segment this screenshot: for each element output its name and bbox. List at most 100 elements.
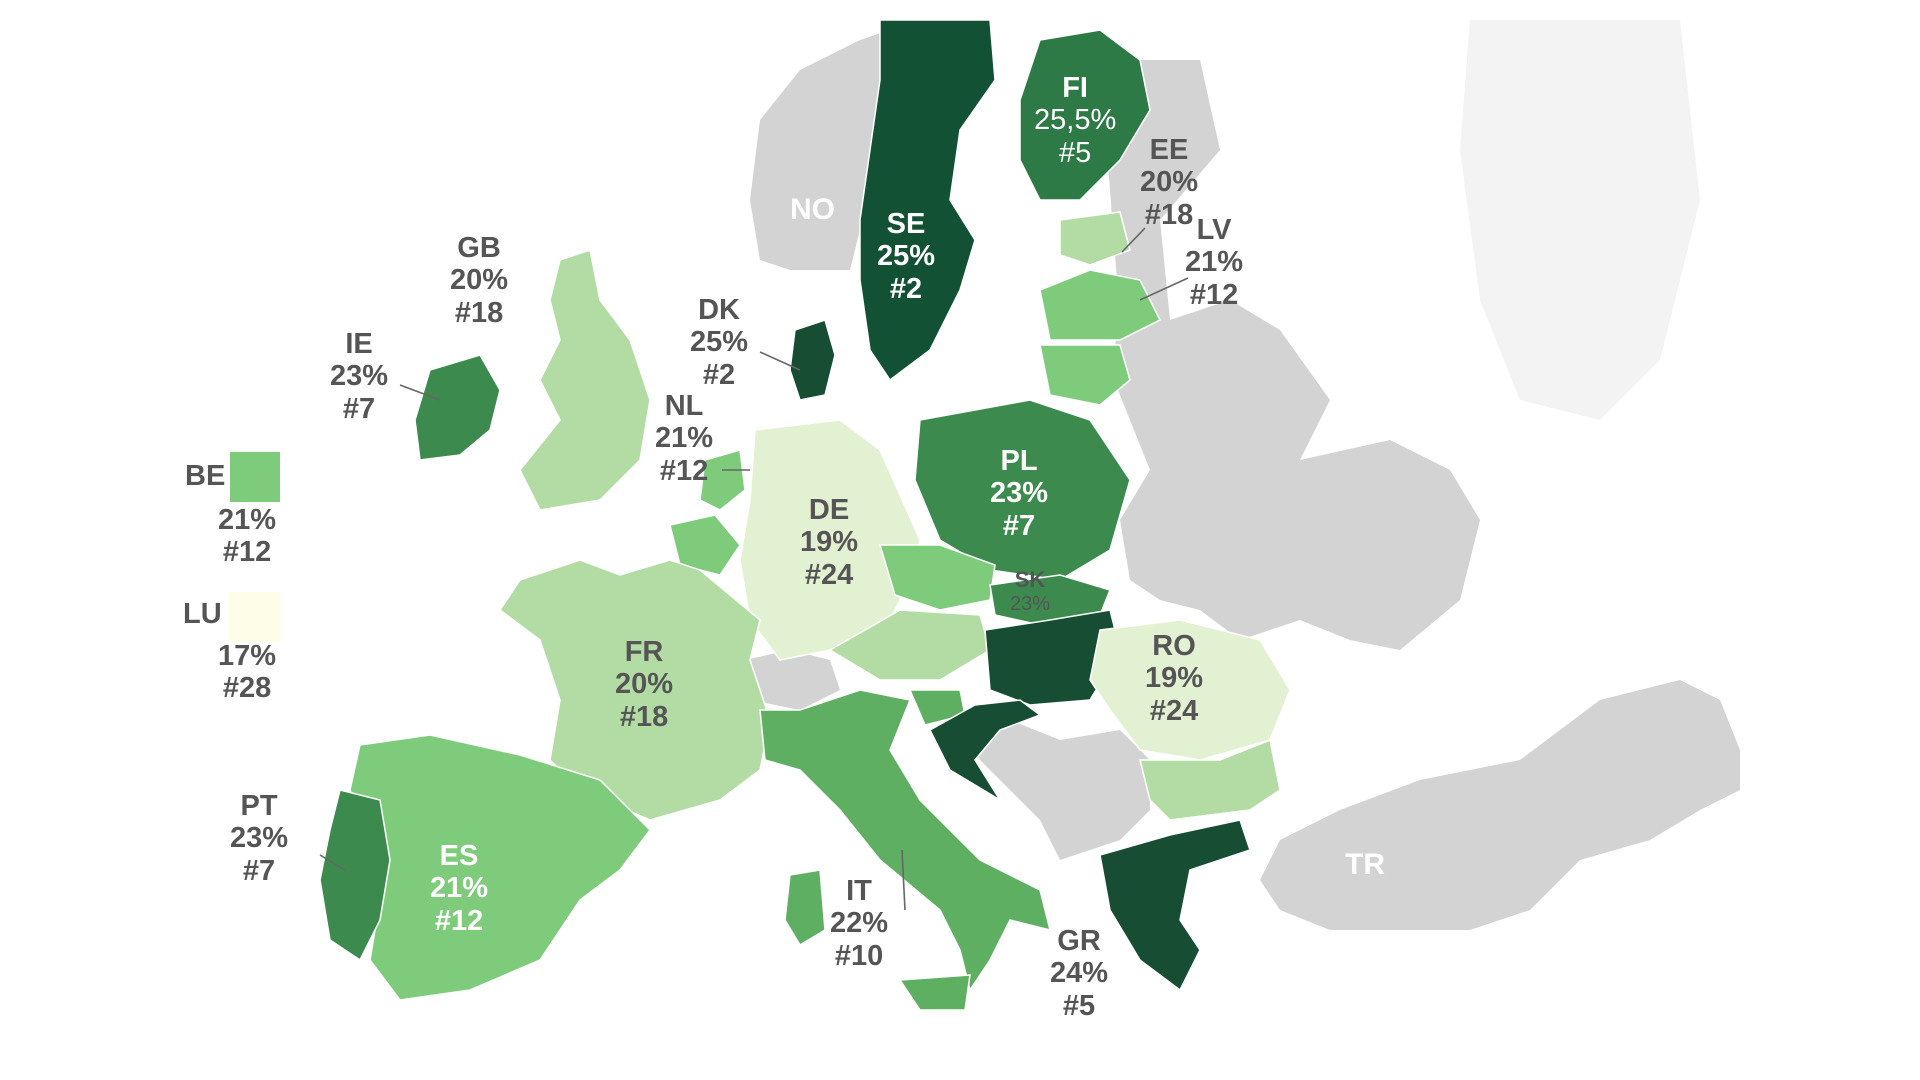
country-ee [1059, 211, 1131, 266]
label-ee-code: EE [1149, 134, 1189, 166]
label-pl: PL 23% #7 [990, 445, 1048, 542]
label-gb-rank: #18 [454, 296, 504, 329]
label-es-pct: 21% [430, 872, 489, 905]
label-pt-pct: 23% [230, 822, 289, 855]
legend-swatch-lu [230, 592, 280, 642]
legend-pct-lu: 17% [218, 640, 277, 672]
label-ro: RO 19% #24 [1145, 630, 1203, 727]
label-es-rank: #12 [434, 904, 484, 937]
label-de-rank: #24 [804, 558, 854, 591]
label-sk-code: SK [1014, 567, 1046, 592]
label-dk-pct: 25% [690, 326, 749, 359]
label-ro-rank: #24 [1149, 694, 1199, 727]
label-ie-code: IE [345, 328, 373, 360]
region-east-grey [1460, 20, 1700, 420]
label-fr-rank: #18 [619, 700, 669, 733]
label-lv-rank: #12 [1189, 278, 1239, 311]
country-it [759, 689, 1052, 992]
label-pt-code: PT [240, 790, 278, 822]
label-fr-pct: 20% [615, 668, 674, 701]
label-ee-rank: #18 [1144, 198, 1194, 231]
label-it-code: IT [846, 875, 872, 907]
country-ch [745, 650, 840, 710]
leader-line-lv [1139, 277, 1189, 301]
label-no: NO [790, 193, 835, 226]
label-se-rank: #2 [889, 272, 923, 305]
label-de-code: DE [808, 494, 850, 526]
country-se [859, 19, 996, 382]
country-ru-by-ua [1100, 60, 1480, 650]
label-lv: LV 21% #12 [1185, 214, 1243, 311]
non-eu-regions [745, 20, 1740, 930]
leader-line-pt [319, 854, 346, 871]
label-ro-pct: 19% [1145, 662, 1204, 695]
label-nl: NL 21% #12 [655, 390, 713, 487]
label-pl-rank: #7 [1002, 509, 1036, 542]
label-dk-code: DK [698, 294, 740, 326]
label-nl-code: NL [664, 390, 704, 422]
legend-rank-lu: #28 [222, 672, 272, 705]
label-fi: FI 25,5% #5 [1034, 72, 1116, 169]
country-gr [1099, 819, 1251, 992]
label-fi-code: FI [1062, 72, 1088, 104]
label-tr: TR [1345, 848, 1385, 881]
label-pl-code: PL [1000, 445, 1038, 477]
label-gr-rank: #5 [1062, 989, 1096, 1022]
label-de: DE 19% #24 [800, 494, 858, 591]
label-nl-rank: #12 [659, 454, 709, 487]
legend-rank-be: #12 [222, 536, 272, 569]
country-ie [414, 354, 501, 461]
label-lv-pct: 21% [1185, 246, 1244, 279]
country-ro [1089, 619, 1291, 761]
label-nl-pct: 21% [655, 422, 714, 455]
country-tr [1260, 680, 1740, 930]
country-gb [519, 249, 651, 511]
island-sardinia [784, 869, 826, 947]
legend-swatch-be [230, 452, 280, 502]
label-se-pct: 25% [877, 240, 936, 273]
country-fi [1019, 29, 1151, 201]
label-fi-pct: 25,5% [1034, 104, 1117, 137]
label-lv-code: LV [1196, 214, 1232, 246]
country-fr [498, 559, 771, 821]
label-gr-code: GR [1057, 925, 1101, 957]
leader-line-ie [399, 384, 441, 401]
country-dk [789, 319, 836, 401]
label-gr-pct: 24% [1050, 957, 1109, 990]
leader-lines [319, 227, 1189, 911]
island-sicily [898, 974, 971, 1011]
label-fr: FR 20% #18 [615, 636, 673, 733]
country-pt [319, 789, 391, 962]
label-ie-pct: 23% [330, 360, 389, 393]
label-it-pct: 22% [830, 907, 889, 940]
country-lv [1039, 269, 1162, 341]
leader-line-ee [1121, 227, 1146, 253]
label-gr: GR 24% #5 [1050, 925, 1108, 1022]
label-pt-rank: #7 [242, 854, 276, 887]
leader-line-it [901, 849, 906, 911]
label-es-code: ES [439, 840, 479, 872]
country-cz [878, 544, 996, 611]
country-balkans [965, 720, 1150, 860]
country-bg [1139, 738, 1281, 821]
label-ee-pct: 20% [1140, 166, 1199, 199]
legend-pct-be: 21% [218, 504, 277, 536]
legend-values-be: 21% #12 [218, 504, 276, 569]
country-nl [699, 449, 746, 511]
label-dk: DK 25% #2 [690, 294, 748, 391]
country-be [669, 514, 741, 576]
label-pt: PT 23% #7 [230, 790, 288, 887]
label-sk-pct: 23% [1010, 592, 1051, 615]
legend-values-lu: 17% #28 [218, 640, 276, 705]
legend-code-be: BE [185, 460, 226, 492]
country-pl [914, 399, 1131, 581]
label-ie-rank: #7 [342, 392, 376, 425]
eu-regions [319, 19, 1291, 1011]
label-dk-rank: #2 [702, 358, 736, 391]
country-no [750, 30, 890, 270]
label-de-pct: 19% [800, 526, 859, 559]
label-se-code: SE [886, 208, 926, 240]
country-hr [929, 699, 1042, 801]
label-es: ES 21% #12 [430, 840, 488, 937]
